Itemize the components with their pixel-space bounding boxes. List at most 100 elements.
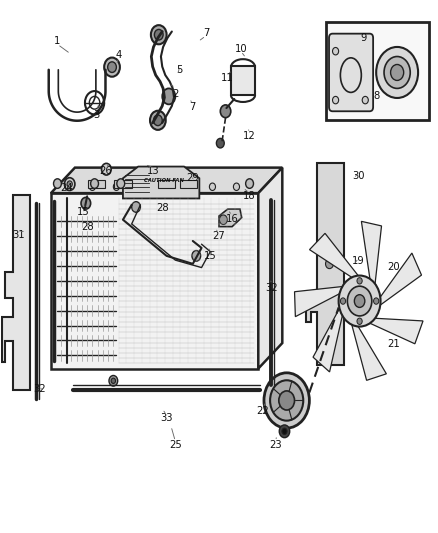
Bar — [51, 193, 258, 368]
Text: 3: 3 — [94, 110, 100, 120]
Text: 12: 12 — [243, 131, 256, 141]
Circle shape — [374, 298, 379, 304]
Text: 15: 15 — [77, 207, 90, 217]
Circle shape — [162, 88, 175, 104]
FancyBboxPatch shape — [329, 34, 373, 111]
Text: 33: 33 — [160, 413, 173, 423]
Circle shape — [270, 380, 303, 421]
Circle shape — [111, 378, 116, 383]
Polygon shape — [123, 166, 199, 198]
Circle shape — [339, 276, 381, 327]
Polygon shape — [380, 253, 421, 305]
Text: 26: 26 — [99, 166, 112, 176]
Text: 5: 5 — [177, 65, 183, 75]
Text: CAUTION FAN: CAUTION FAN — [145, 179, 184, 183]
Circle shape — [279, 425, 290, 438]
Text: 20: 20 — [387, 262, 400, 271]
Text: 7: 7 — [190, 102, 196, 112]
Circle shape — [108, 62, 117, 72]
Circle shape — [357, 318, 362, 325]
Circle shape — [332, 96, 339, 104]
Polygon shape — [310, 233, 358, 277]
Polygon shape — [352, 325, 386, 381]
Circle shape — [220, 105, 231, 118]
Circle shape — [376, 47, 418, 98]
Bar — [114, 180, 132, 188]
Polygon shape — [2, 195, 30, 390]
Text: 15: 15 — [204, 251, 217, 261]
Circle shape — [354, 295, 365, 308]
Text: 11: 11 — [221, 74, 234, 83]
Circle shape — [113, 183, 120, 190]
Text: 32: 32 — [265, 283, 278, 293]
Circle shape — [340, 298, 346, 304]
Circle shape — [362, 96, 368, 104]
Circle shape — [117, 179, 125, 188]
Text: 19: 19 — [352, 256, 365, 266]
Circle shape — [104, 58, 120, 77]
Text: 22: 22 — [256, 406, 269, 416]
Bar — [158, 180, 175, 188]
Circle shape — [153, 115, 162, 126]
Polygon shape — [370, 318, 423, 344]
Bar — [326, 22, 428, 120]
Circle shape — [233, 183, 240, 190]
Circle shape — [332, 47, 339, 55]
Circle shape — [154, 29, 163, 40]
Circle shape — [264, 373, 309, 428]
Text: 32: 32 — [34, 384, 46, 394]
Text: 2: 2 — [172, 88, 179, 99]
Circle shape — [325, 259, 333, 269]
Circle shape — [150, 111, 166, 130]
Circle shape — [91, 179, 99, 188]
Circle shape — [209, 183, 215, 190]
Circle shape — [102, 164, 111, 175]
Polygon shape — [51, 167, 283, 193]
Circle shape — [109, 375, 118, 386]
Circle shape — [53, 179, 61, 188]
Text: 1: 1 — [54, 36, 60, 45]
Circle shape — [132, 201, 141, 212]
Circle shape — [81, 197, 91, 209]
Circle shape — [192, 251, 201, 261]
Polygon shape — [313, 309, 343, 372]
Polygon shape — [294, 287, 343, 317]
Text: 31: 31 — [12, 230, 25, 240]
Bar — [231, 66, 255, 95]
Text: 27: 27 — [212, 231, 226, 241]
Text: 13: 13 — [147, 166, 160, 176]
Polygon shape — [219, 209, 242, 227]
Circle shape — [357, 278, 362, 284]
Text: 23: 23 — [269, 440, 282, 450]
Text: 10: 10 — [234, 44, 247, 53]
Circle shape — [246, 179, 254, 188]
Text: 16: 16 — [226, 214, 238, 224]
Bar — [88, 180, 106, 188]
Text: 30: 30 — [353, 171, 365, 181]
Circle shape — [138, 183, 144, 190]
Text: 9: 9 — [360, 33, 366, 43]
Text: 4: 4 — [116, 50, 122, 60]
Circle shape — [347, 286, 372, 316]
Text: 25: 25 — [169, 440, 182, 450]
Circle shape — [216, 139, 224, 148]
Circle shape — [185, 183, 191, 190]
Polygon shape — [306, 163, 344, 365]
Bar — [180, 180, 197, 188]
Text: 29: 29 — [187, 173, 199, 183]
Circle shape — [67, 181, 72, 187]
Text: 28: 28 — [82, 222, 94, 232]
Circle shape — [89, 183, 95, 190]
Circle shape — [391, 64, 404, 80]
Circle shape — [65, 183, 71, 190]
Circle shape — [161, 183, 167, 190]
Text: 7: 7 — [203, 28, 209, 38]
Circle shape — [384, 56, 410, 88]
Text: 18: 18 — [243, 191, 256, 201]
Text: 28: 28 — [156, 203, 169, 213]
Circle shape — [279, 391, 294, 410]
Polygon shape — [361, 221, 381, 284]
Circle shape — [151, 25, 166, 44]
Circle shape — [219, 215, 227, 224]
Circle shape — [64, 177, 75, 190]
